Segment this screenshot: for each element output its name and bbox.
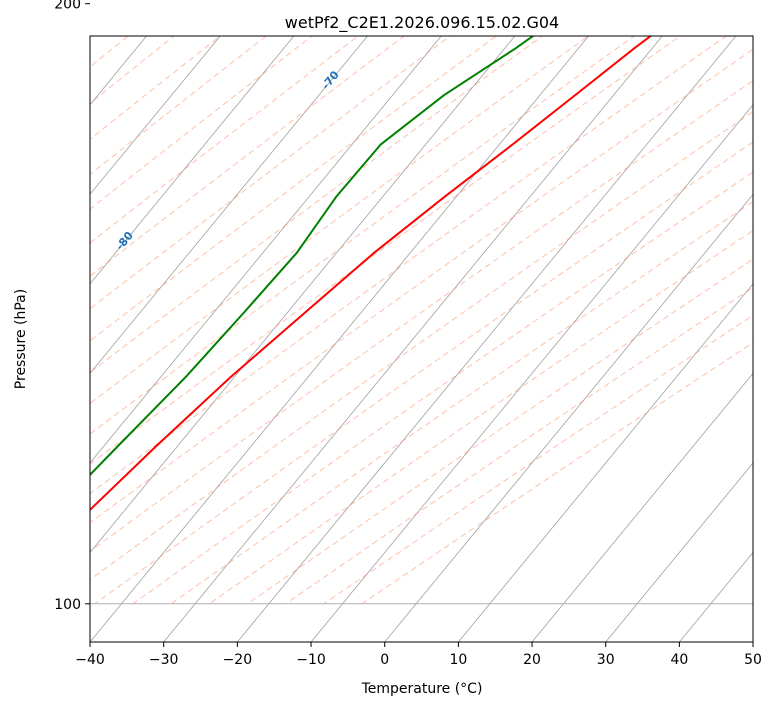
isotherm-line xyxy=(163,36,663,642)
x-tick-label: −30 xyxy=(149,652,179,668)
x-tick-label: −10 xyxy=(296,652,326,668)
isotherm-line xyxy=(384,193,753,642)
temperature-trace xyxy=(90,36,653,512)
x-tick-label: 0 xyxy=(380,652,389,668)
x-axis-label: Temperature (°C) xyxy=(361,681,483,697)
isotherm-line xyxy=(90,36,590,642)
y-tick-label: 100 xyxy=(54,597,81,613)
chart-title: wetPf2_C2E1.2026.096.15.02.G04 xyxy=(285,13,559,33)
y-tick-label: 200 xyxy=(54,0,81,13)
x-tick-label: 10 xyxy=(449,652,467,668)
y-axis-label: Pressure (hPa) xyxy=(13,289,29,389)
x-tick-label: −20 xyxy=(223,652,253,668)
isotherm-line xyxy=(310,104,753,642)
plot-frame xyxy=(89,35,754,643)
x-tick-label: −40 xyxy=(75,652,105,668)
x-tick-label: 40 xyxy=(670,652,688,668)
isotherm-line xyxy=(236,36,737,642)
x-tick-label: 30 xyxy=(597,652,615,668)
isotherm-line xyxy=(457,283,753,642)
x-tick-label: 50 xyxy=(744,652,762,668)
x-tick-label: 20 xyxy=(523,652,541,668)
